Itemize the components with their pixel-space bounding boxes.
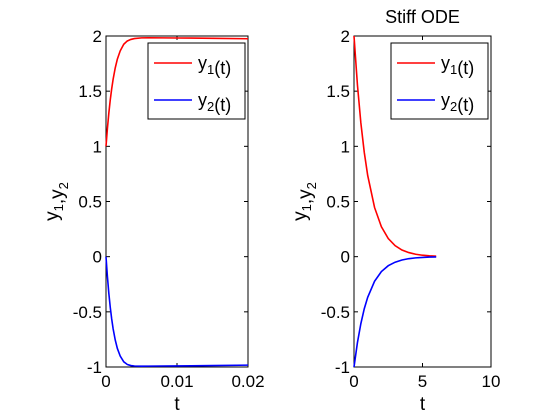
x-tick-label: 0.01 (160, 372, 193, 391)
x-tick-label: 10 (482, 372, 501, 391)
y-tick-label: 2 (93, 27, 102, 46)
legend: y1(t) y2(t) (390, 42, 489, 120)
series-line-y1t (105, 36, 249, 147)
y-tick-label: -0.5 (321, 303, 350, 322)
y-tick-label: 1 (93, 137, 102, 156)
series-line-y1t (353, 35, 437, 257)
x-tick-label: 5 (418, 372, 427, 391)
x-tick-label: 0 (101, 372, 110, 391)
legend-box (390, 42, 489, 120)
legend-entry: y1(t) (198, 53, 231, 78)
legend-entry: y2(t) (441, 90, 474, 115)
series-line-y2t (105, 256, 249, 368)
y-tick-label: 0 (341, 248, 350, 267)
y-tick-label: -1 (335, 358, 350, 377)
y-axis-label: y1,y2 (290, 182, 319, 221)
x-tick-label: 0.02 (231, 372, 264, 391)
y-axis-label: y1,y2 (42, 182, 71, 221)
x-axis-label: t (420, 394, 426, 415)
y-tick-label: 0.5 (78, 193, 102, 212)
y-tick-label: -0.5 (73, 303, 102, 322)
y-tick-label: 1 (341, 137, 350, 156)
y-tick-label: 2 (341, 27, 350, 46)
y-tick-label: 0 (93, 248, 102, 267)
legend-entry: y1(t) (441, 53, 474, 78)
chart-title: Stiff ODE (385, 7, 460, 27)
legend-entry: y2(t) (198, 90, 231, 115)
legend-box (147, 42, 246, 120)
y-tick-label: 1.5 (78, 82, 102, 101)
chart-1: -1 -0.5 0 0.5 1 1.5 2 0 0.01 0.02 t y1,y2 y1(t) y2(t) (42, 27, 265, 415)
x-axis-label: t (174, 394, 180, 415)
x-tick-label: 0 (349, 372, 358, 391)
series-line-y2t (353, 256, 437, 368)
y-tick-label: 1.5 (326, 82, 350, 101)
legend: y1(t) y2(t) (147, 42, 246, 120)
y-tick-label: 0.5 (326, 193, 350, 212)
y-tick-label: -1 (87, 358, 102, 377)
